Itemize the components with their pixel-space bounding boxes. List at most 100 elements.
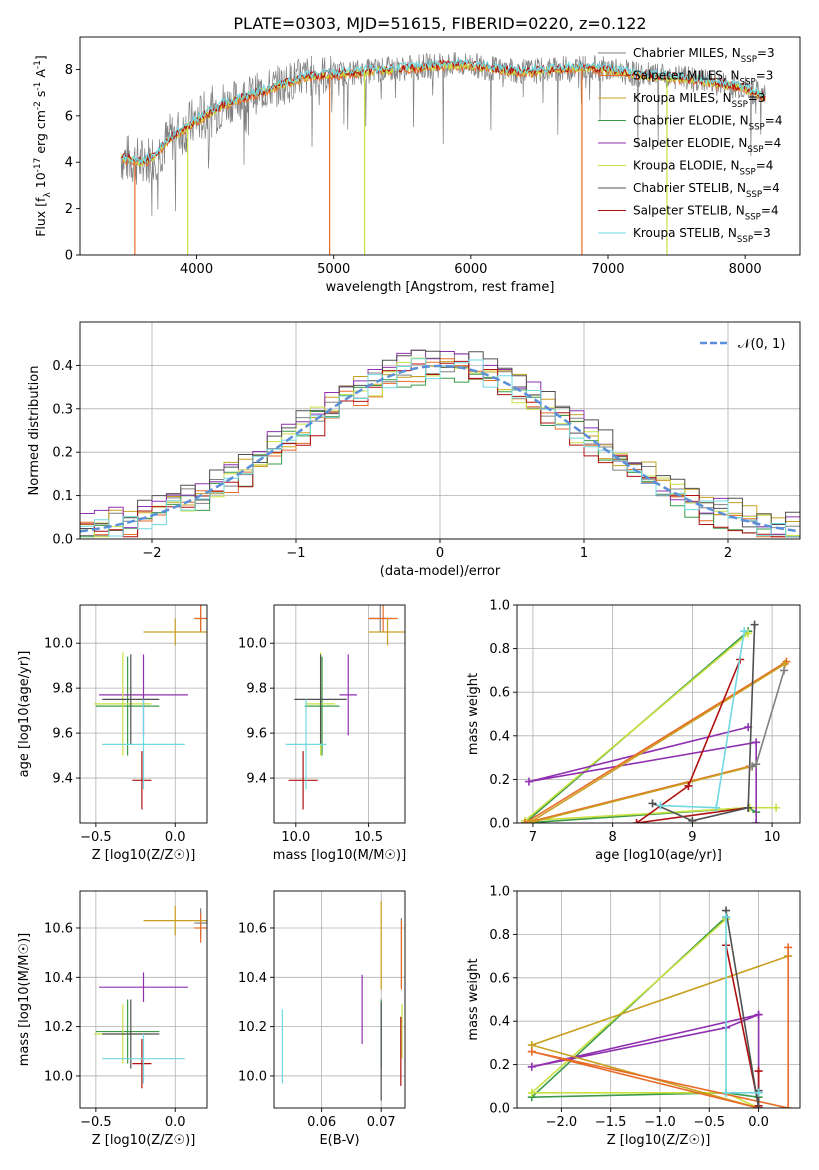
plot-area [94, 605, 207, 810]
x-tick-label: −0.5 [80, 1115, 112, 1130]
y-tick-label: 0.6 [489, 971, 510, 986]
y-axis-label: mass weight [466, 958, 481, 1040]
label-part: age [log10(age/yr)] [17, 651, 32, 778]
legend-label: 𝒩(0, 1) [738, 337, 785, 352]
y-tick-label: 10.0 [238, 1069, 267, 1084]
weight-marker [744, 803, 753, 812]
weight-line [636, 659, 749, 823]
histogram-step-line [80, 358, 800, 538]
weight-marker [527, 1088, 536, 1097]
weight-marker [722, 1088, 731, 1097]
label-part: SSP [746, 190, 762, 200]
x-tick-label: 0.06 [307, 1115, 336, 1130]
y-tick-label: 0.1 [52, 489, 73, 504]
figure-title: PLATE=0303, MJD=51615, FIBERID=0220, z=0… [233, 14, 646, 33]
normal-curve [80, 364, 800, 533]
y-tick-label: 0.0 [489, 817, 510, 832]
label-part: Salpeter STELIB, N [633, 204, 745, 218]
label-part: Z [log10(Z/Z☉)] [92, 1133, 196, 1148]
y-tick-label: 9.8 [246, 682, 267, 697]
plot-area [285, 605, 405, 810]
x-tick-label: 1 [580, 546, 588, 561]
y-axis-label: mass [log10(M/M☉)] [17, 933, 32, 1066]
label-part: =3 [748, 91, 766, 105]
label-part: -17 [33, 158, 43, 173]
label-part: mass [log10(M/M☉)] [17, 933, 32, 1066]
label-part: s [33, 91, 48, 102]
label-part: =3 [757, 46, 775, 60]
label-part: λ [43, 192, 53, 198]
x-tick-label: 9 [688, 830, 696, 845]
label-part: wavelength [Angstrom, rest frame] [326, 280, 555, 295]
legend-label: Chabrier ELODIE, NSSP=4 [633, 114, 782, 133]
label-part: =4 [762, 181, 780, 195]
weight-marker [527, 1047, 536, 1056]
weight-marker [740, 627, 749, 636]
weight-marker [772, 803, 781, 812]
label-part: mass weight [466, 673, 481, 755]
y-tick-label: 10.2 [238, 1020, 267, 1035]
label-part: Z [log10(Z/Z☉)] [92, 848, 196, 863]
plot-area [281, 900, 403, 1101]
weight-line [531, 947, 790, 1108]
label-part: SSP [745, 213, 761, 223]
legend-label: Salpeter STELIB, NSSP=4 [633, 204, 779, 223]
x-tick-label: 7 [529, 830, 537, 845]
weight-line [652, 624, 756, 822]
weight-marker [524, 819, 533, 823]
y-tick-label: 0.2 [489, 773, 510, 788]
x-axis-label: wavelength [Angstrom, rest frame] [326, 280, 555, 295]
x-tick-label: 7000 [591, 262, 624, 277]
y-tick-label: 1.0 [489, 885, 510, 900]
weight-marker [754, 1010, 763, 1019]
y-tick-label: 0.6 [489, 686, 510, 701]
label-part: SSP [747, 145, 763, 155]
y-tick-label: 0.4 [489, 1015, 510, 1030]
label-part: SSP [740, 78, 756, 88]
y-tick-label: 10.0 [238, 637, 267, 652]
weight-marker [524, 777, 533, 786]
y-axis-label: Flux [fλ 10-17 erg cm-2 s-1 A-1] [33, 55, 53, 237]
y-tick-label: 0.3 [52, 402, 73, 417]
label-part: Chabrier STELIB, N [633, 181, 746, 195]
y-tick-label: 0.0 [489, 1102, 510, 1117]
x-tick-label: −0.5 [80, 830, 112, 845]
y-tick-label: 0.0 [52, 533, 73, 548]
legend-label: Kroupa MILES, NSSP=3 [633, 91, 766, 110]
x-axis-label: Z [log10(Z/Z☉)] [607, 1133, 711, 1148]
x-tick-label: 0.0 [748, 1115, 769, 1130]
x-tick-label: 8000 [729, 262, 762, 277]
weight-marker [748, 762, 757, 771]
y-tick-label: 9.4 [246, 772, 267, 787]
label-part: (data-model)/error [380, 564, 501, 579]
y-tick-label: 0.2 [489, 1058, 510, 1073]
weight-line [524, 661, 787, 823]
weight-marker [752, 738, 761, 747]
label-part: Chabrier ELODIE, N [633, 114, 749, 128]
label-part: Normed distribution [27, 366, 42, 496]
weight-line [528, 663, 786, 823]
label-part: A [33, 69, 48, 82]
age-weight-panel: 7 8 9 10 0.0 0.2 0.4 0.6 0.8 1.0 age [log10(age/yr… [466, 599, 801, 863]
label-part: -1 [33, 82, 43, 91]
weight-marker [684, 781, 693, 790]
weight-line [660, 631, 745, 809]
label-part: mass weight [466, 958, 481, 1040]
y-tick-label: 10.6 [238, 921, 267, 936]
y-axis-label: age [log10(age/yr)] [17, 651, 32, 778]
weight-marker [754, 1088, 763, 1097]
axes-frame [516, 890, 801, 1109]
label-part: erg cm [33, 110, 48, 158]
legend-label: Salpeter ELODIE, NSSP=4 [633, 136, 781, 155]
weight-marker [754, 1067, 763, 1076]
legend-label: Kroupa STELIB, NSSP=3 [633, 226, 771, 245]
y-tick-label: 10.4 [238, 971, 267, 986]
x-tick-label: 2 [724, 546, 732, 561]
y-tick-label: 6 [65, 109, 73, 124]
label-part: SSP [749, 123, 765, 133]
weight-marker [656, 801, 665, 810]
x-axis-label: E(B-V) [319, 1133, 359, 1148]
plot-area [120, 52, 767, 255]
